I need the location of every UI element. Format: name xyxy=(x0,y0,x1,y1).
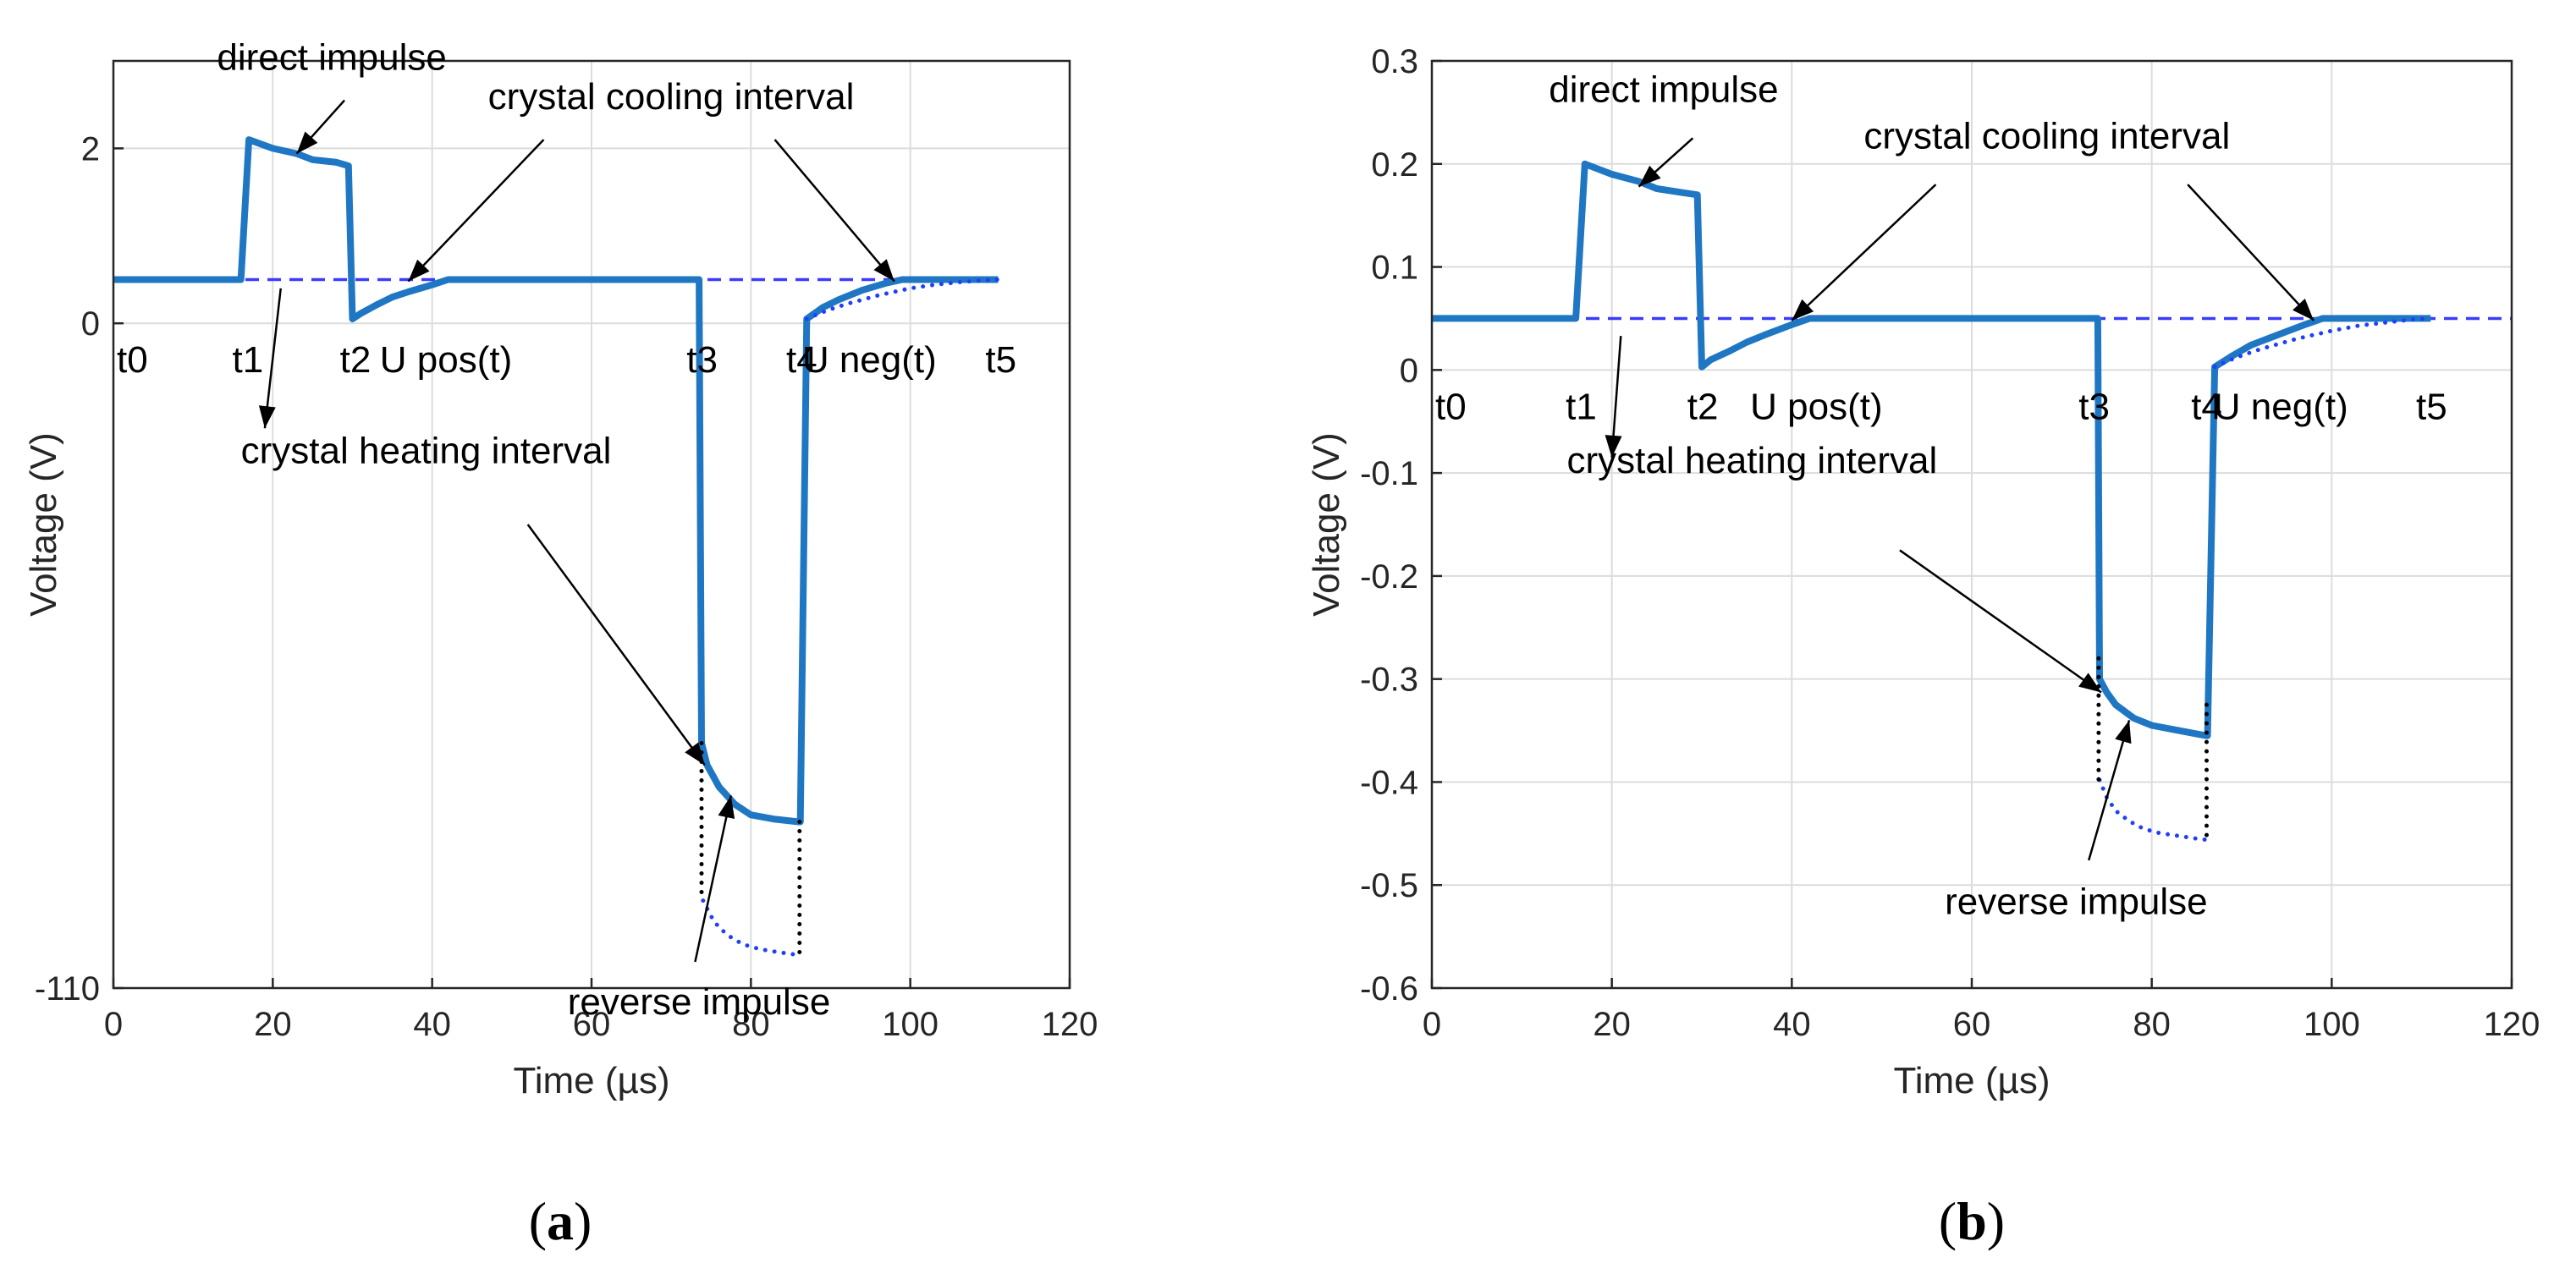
time-marker-label: t3 xyxy=(2078,386,2110,427)
time-marker-label: t4 xyxy=(2191,386,2222,427)
annotation-arrow-head xyxy=(2078,673,2102,693)
annotation-arrow-head xyxy=(1638,165,1661,187)
annotation-arrow-head xyxy=(258,405,276,429)
annotation-arrow xyxy=(526,524,706,766)
series-negative-model xyxy=(701,898,801,958)
caption-letter: a xyxy=(547,1191,574,1251)
y-axis-label: Voltage (V) xyxy=(1306,432,1347,617)
time-marker-label: U pos(t) xyxy=(1750,386,1882,427)
annotation-arrow-head xyxy=(2115,720,2132,744)
annotation-arrow xyxy=(773,139,895,283)
annotation-text: direct impulse xyxy=(217,36,446,78)
caption-open-paren: ( xyxy=(1939,1191,1957,1251)
series-positive-model xyxy=(2212,316,2433,370)
x-tick-label: 120 xyxy=(1042,1006,1098,1043)
y-tick-label: 0.1 xyxy=(1371,250,1418,287)
y-tick-label: 0 xyxy=(81,305,100,343)
grid xyxy=(113,61,1070,988)
series-measured-signal xyxy=(1432,160,2431,739)
x-tick-label: 100 xyxy=(882,1006,938,1043)
time-marker-label: t4 xyxy=(786,339,817,381)
annotation-text: crystal heating interval xyxy=(1567,440,1938,481)
annotation-arrow xyxy=(694,795,733,963)
ticks xyxy=(1430,59,2513,990)
x-tick-label: 20 xyxy=(1593,1006,1631,1043)
annotation-arrow xyxy=(2088,720,2131,861)
annotation-arrow xyxy=(1791,184,1937,321)
x-tick-label: 40 xyxy=(413,1006,451,1043)
time-marker-label: t1 xyxy=(233,339,264,381)
y-tick-label: -0.5 xyxy=(1360,867,1418,904)
annotation-arrow-head xyxy=(685,742,705,766)
caption-letter: b xyxy=(1957,1191,1987,1251)
time-marker-label: t0 xyxy=(1435,386,1467,427)
x-tick-label: 120 xyxy=(2484,1006,2540,1043)
x-tick-label: 0 xyxy=(1423,1006,1441,1043)
time-marker-label: t2 xyxy=(340,339,372,381)
annotation-arrow xyxy=(407,139,545,283)
y-tick-label: 0.3 xyxy=(1371,43,1418,80)
annotation-text: crystal cooling interval xyxy=(1863,116,2230,157)
annotation-arrow xyxy=(1899,549,2102,694)
caption-close-paren: ) xyxy=(574,1191,592,1251)
x-tick-label: 80 xyxy=(2133,1006,2171,1043)
annotation-text: direct impulse xyxy=(1549,69,1778,111)
annotation-text: crystal cooling interval xyxy=(488,76,855,118)
annotation-arrow-head xyxy=(408,259,430,282)
caption-close-paren: ) xyxy=(1987,1191,2005,1251)
y-tick-label: 0.2 xyxy=(1371,146,1418,184)
annotation-arrow xyxy=(2187,184,2315,321)
annotation-text: crystal heating interval xyxy=(241,431,612,472)
panel-b: 0 20 40 60 80 100 120 0.3 0.2 0.1 0 -0.1 -0.2 -0.3 -0.… xyxy=(1306,43,2540,1251)
series-positive-model xyxy=(804,277,1000,321)
series-measured-signal xyxy=(113,136,999,826)
time-marker-label: t3 xyxy=(686,339,718,381)
grid xyxy=(1432,61,2512,988)
time-marker-label: t5 xyxy=(2416,386,2447,427)
caption-open-paren: ( xyxy=(529,1191,547,1251)
x-tick-label: 40 xyxy=(1773,1006,1811,1043)
time-marker-label: t0 xyxy=(117,339,148,381)
annotation-arrow-head xyxy=(1604,435,1622,458)
y-tick-label: -0.2 xyxy=(1360,558,1418,596)
annotation-arrow-head xyxy=(296,131,318,154)
x-tick-label: 0 xyxy=(104,1006,123,1043)
y-tick-label: -0.1 xyxy=(1360,455,1418,492)
ticks xyxy=(112,147,1071,990)
x-tick-label: 100 xyxy=(2304,1006,2360,1043)
y-tick-label: -0.4 xyxy=(1360,764,1418,801)
annotation-text: reverse impulse xyxy=(1945,881,2208,922)
annotation-arrow-head xyxy=(1792,299,1814,321)
x-tick-label: 20 xyxy=(254,1006,292,1043)
annotation-text: reverse impulse xyxy=(568,981,831,1023)
y-tick-label: 2 xyxy=(81,130,100,167)
x-axis-label: Time (µs) xyxy=(513,1060,669,1101)
annotation-arrow-head xyxy=(718,795,735,820)
panel-caption: (a) xyxy=(529,1191,592,1251)
y-axis-label: Voltage (V) xyxy=(23,432,64,617)
y-tick-label: -0.3 xyxy=(1360,662,1418,699)
panel-caption: (b) xyxy=(1939,1191,2005,1251)
time-marker-label: U pos(t) xyxy=(380,339,512,381)
time-marker-label: U neg(t) xyxy=(802,339,937,381)
time-marker-label: t1 xyxy=(1566,386,1597,427)
x-axis-label: Time (µs) xyxy=(1893,1060,2050,1101)
y-tick-label: -0.6 xyxy=(1360,970,1418,1008)
y-tick-label: 0 xyxy=(1400,352,1418,389)
series-negative-model xyxy=(2097,777,2208,843)
annotation-arrow xyxy=(263,288,282,429)
time-marker-label: t5 xyxy=(985,339,1016,381)
time-marker-label: U neg(t) xyxy=(2214,386,2348,427)
time-marker-label: t2 xyxy=(1687,386,1719,427)
y-tick-label: -110 xyxy=(35,970,100,1008)
annotation-arrow-head xyxy=(873,259,894,282)
x-tick-label: 60 xyxy=(573,1006,611,1043)
x-tick-label: 60 xyxy=(1953,1006,1991,1043)
annotation-arrow-head xyxy=(2293,299,2315,321)
x-tick-label: 80 xyxy=(732,1006,770,1043)
